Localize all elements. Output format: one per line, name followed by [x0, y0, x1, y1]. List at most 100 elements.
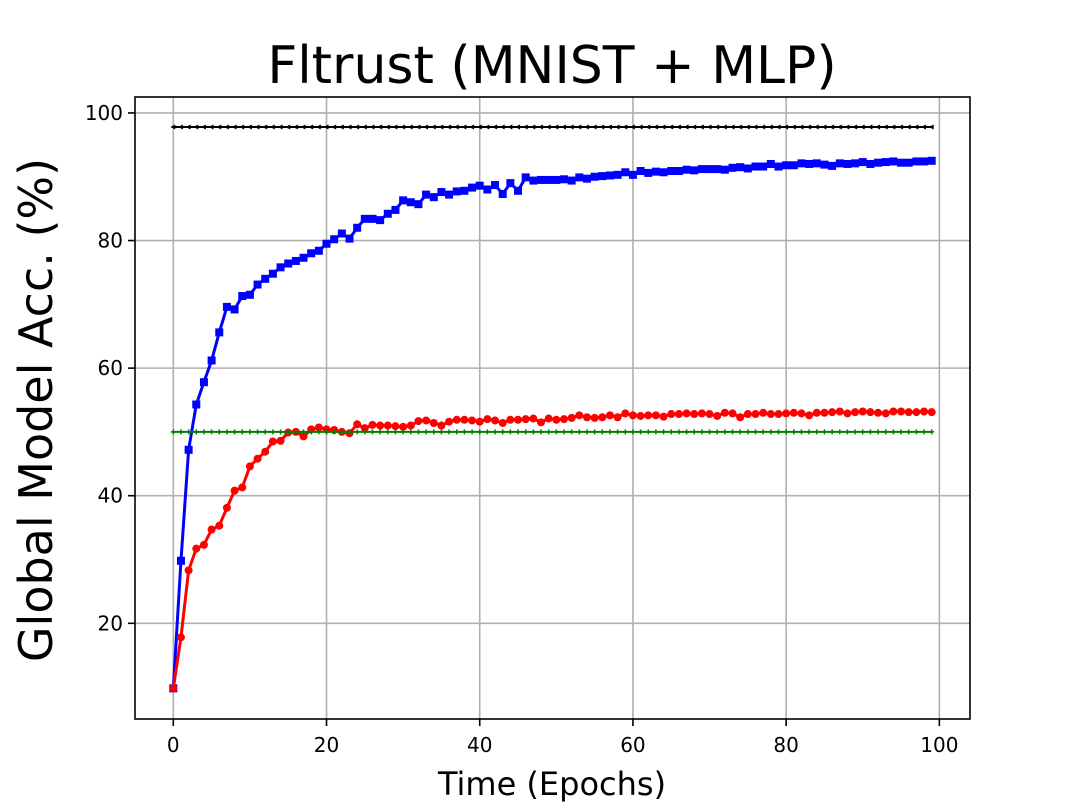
data-point	[820, 160, 829, 169]
data-point	[590, 172, 599, 181]
data-point	[897, 407, 906, 416]
data-point	[415, 429, 421, 435]
data-point	[644, 168, 653, 177]
data-point	[751, 410, 760, 419]
data-point	[828, 161, 837, 170]
data-point	[216, 429, 222, 435]
y-axis-ticks: 20 40 60 80 100	[85, 101, 135, 635]
data-point	[837, 429, 843, 435]
data-point	[460, 415, 469, 424]
x-tick-label: 40	[467, 733, 492, 757]
data-point	[222, 302, 231, 311]
data-point	[423, 124, 429, 130]
data-point	[491, 416, 500, 425]
data-point	[438, 124, 444, 130]
data-point	[774, 162, 783, 171]
data-point	[882, 124, 888, 130]
data-point	[705, 165, 714, 174]
data-point	[529, 176, 538, 185]
data-point	[522, 124, 528, 130]
data-point	[438, 429, 444, 435]
data-point	[545, 124, 551, 130]
data-point	[637, 124, 643, 130]
data-point	[253, 280, 262, 289]
data-point	[766, 159, 775, 168]
data-point	[789, 408, 798, 417]
data-point	[682, 409, 691, 418]
data-point	[262, 124, 268, 130]
data-point	[653, 429, 659, 435]
data-point	[255, 429, 261, 435]
data-point	[814, 429, 820, 435]
data-point	[920, 157, 929, 166]
data-point	[607, 429, 613, 435]
data-point	[316, 429, 322, 435]
data-point	[184, 566, 193, 575]
data-point	[445, 190, 454, 199]
data-point	[284, 259, 293, 268]
data-point	[406, 198, 415, 207]
data-point	[292, 124, 298, 130]
data-point	[400, 124, 406, 130]
data-point	[469, 429, 475, 435]
data-point	[874, 158, 883, 167]
data-point	[453, 124, 459, 130]
data-point	[575, 173, 584, 182]
data-point	[339, 429, 345, 435]
data-point	[383, 421, 392, 430]
data-point	[170, 124, 176, 130]
y-tick-label: 60	[98, 356, 123, 380]
data-point	[851, 408, 860, 417]
data-point	[399, 422, 408, 431]
data-point	[752, 124, 758, 130]
data-point	[499, 124, 505, 130]
data-point	[582, 174, 591, 183]
data-point	[461, 429, 467, 435]
data-point	[883, 429, 889, 435]
data-point	[630, 429, 636, 435]
data-point	[454, 429, 460, 435]
x-tick-label: 0	[167, 733, 180, 757]
series-layer	[169, 124, 936, 693]
data-point	[491, 181, 500, 190]
data-point	[753, 429, 759, 435]
data-point	[193, 429, 199, 435]
data-point	[369, 429, 375, 435]
data-point	[353, 223, 362, 232]
data-point	[575, 411, 584, 420]
data-point	[745, 429, 751, 435]
data-point	[537, 418, 546, 427]
data-point	[515, 124, 521, 130]
data-point	[645, 124, 651, 130]
data-point	[245, 462, 254, 471]
data-point	[346, 124, 352, 130]
data-point	[613, 170, 622, 179]
data-point	[928, 124, 934, 130]
data-point	[684, 429, 690, 435]
data-point	[429, 418, 438, 427]
data-point	[721, 124, 727, 130]
data-point	[338, 124, 344, 130]
data-point	[860, 429, 866, 435]
data-point	[185, 124, 191, 130]
data-point	[667, 410, 676, 419]
data-point	[521, 415, 530, 424]
data-point	[469, 124, 475, 130]
data-point	[820, 408, 829, 417]
chart-title: Fltrust (MNIST + MLP)	[267, 36, 836, 96]
data-point	[621, 409, 630, 418]
data-point	[452, 187, 461, 196]
x-tick-label: 100	[920, 733, 958, 757]
data-point	[821, 124, 827, 130]
data-point	[506, 179, 515, 188]
x-axis-label: Time (Epochs)	[437, 765, 666, 803]
data-point	[828, 408, 837, 417]
data-point	[645, 429, 651, 435]
data-point	[783, 429, 789, 435]
data-point	[376, 216, 385, 225]
data-point	[544, 175, 553, 184]
data-point	[301, 429, 307, 435]
data-point	[898, 124, 904, 130]
data-point	[422, 416, 431, 425]
